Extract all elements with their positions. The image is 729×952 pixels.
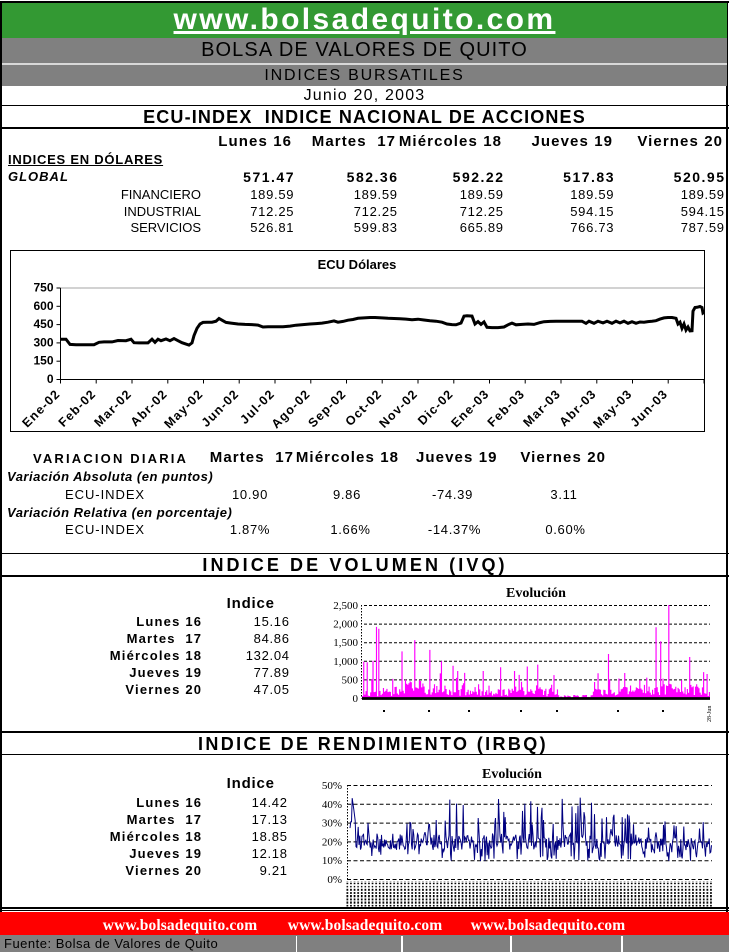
svg-text:20%: 20% [322,836,342,848]
svg-text:0%: 0% [327,874,342,886]
svg-text:1,500: 1,500 [333,637,358,649]
svg-text:2,000: 2,000 [333,619,358,631]
svg-text:150: 150 [33,354,53,368]
svg-text:50%: 50% [322,780,342,792]
svg-text:750: 750 [33,281,53,295]
svg-text:40%: 40% [322,799,342,811]
svg-text:ECU Dólares: ECU Dólares [318,257,397,272]
svg-text:Evolución: Evolución [506,586,566,601]
svg-text:600: 600 [33,299,53,313]
svg-text:500: 500 [342,674,359,686]
svg-text:0: 0 [353,693,359,705]
svg-text:1,000: 1,000 [333,656,358,668]
svg-text:0: 0 [47,372,54,386]
svg-text:2,500: 2,500 [333,600,358,612]
svg-text:300: 300 [33,335,53,349]
svg-text:Evolución: Evolución [482,767,542,782]
svg-text:28-Jun: 28-Jun [707,706,713,722]
svg-text:30%: 30% [322,818,342,830]
svg-text:10%: 10% [322,855,342,867]
svg-text:450: 450 [33,317,53,331]
